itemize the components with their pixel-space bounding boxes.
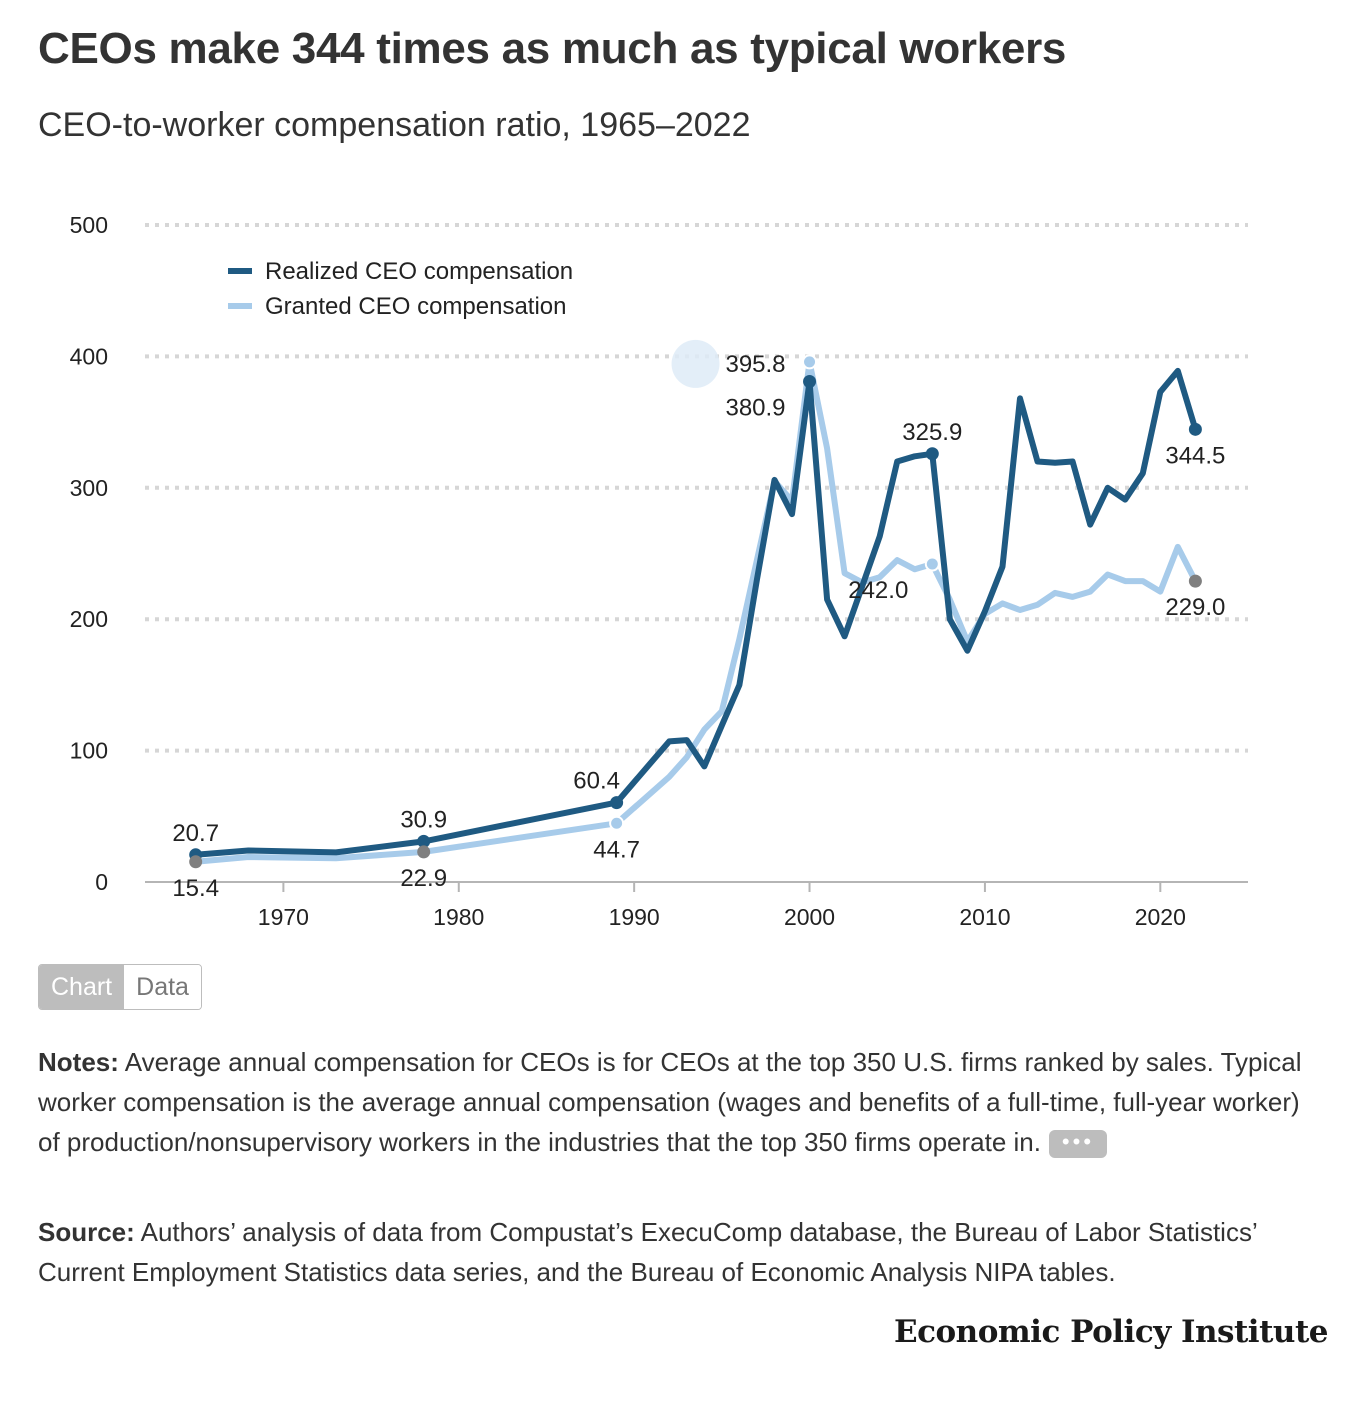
x-tick-label: 1980: [433, 904, 484, 930]
hover-highlight: [671, 339, 720, 388]
data-label: 22.9: [400, 865, 447, 892]
realized-series-line: [192, 367, 1199, 858]
data-label: 395.8: [725, 351, 785, 378]
x-tick-label: 2020: [1135, 904, 1186, 930]
y-axis: 0 100 200 300 400 500: [70, 212, 108, 895]
data-label: 242.0: [848, 577, 908, 604]
point-marker: [802, 354, 818, 370]
point-marker: [1188, 422, 1202, 436]
point-marker: [924, 556, 940, 572]
point-marker: [189, 855, 203, 869]
x-tick-label: 2000: [784, 904, 835, 930]
point-marker: [610, 796, 624, 810]
chart-title: CEOs make 344 times as much as typical w…: [38, 24, 1067, 73]
series-lines: [192, 358, 1199, 865]
publisher-logo: Economic Policy Institute: [893, 1314, 1329, 1350]
x-tick-label: 2010: [959, 904, 1010, 930]
source: Source: Authors’ analysis of data from C…: [38, 1212, 1308, 1292]
point-marker: [609, 815, 625, 831]
notes-label: Notes:: [38, 1047, 119, 1077]
data-tab[interactable]: Data: [124, 965, 201, 1009]
data-label: 20.7: [172, 820, 219, 847]
x-tick-label: 1970: [258, 904, 309, 930]
point-marker: [803, 374, 817, 388]
granted-series-line: [192, 358, 1199, 865]
y-tick-label: 500: [70, 212, 108, 238]
point-marker: [1188, 574, 1202, 588]
data-label: 30.9: [400, 806, 447, 833]
legend: Realized CEO compensation Granted CEO com…: [228, 258, 573, 320]
point-markers: [189, 339, 1202, 869]
data-label: 60.4: [573, 768, 620, 795]
data-labels: 20.7 15.4 30.9 22.9 60.4 44.7 395.8 380.9 325.9 2…: [172, 351, 1225, 902]
data-label: 380.9: [725, 394, 785, 421]
y-tick-label: 0: [95, 869, 108, 895]
y-tick-label: 100: [70, 738, 108, 764]
y-tick-label: 300: [70, 475, 108, 501]
view-toggle: Chart Data: [38, 964, 202, 1010]
notes: Notes: Average annual compensation for C…: [38, 1042, 1308, 1162]
point-marker: [417, 834, 431, 848]
legend-label: Granted CEO compensation: [265, 293, 567, 320]
data-label: 229.0: [1165, 594, 1225, 621]
notes-text: Average annual compensation for CEOs is …: [38, 1047, 1302, 1157]
source-label: Source:: [38, 1217, 135, 1247]
y-tick-label: 400: [70, 343, 108, 369]
x-axis: 1970 1980 1990 2000 2010 2020: [145, 881, 1248, 930]
data-label: 15.4: [172, 875, 219, 902]
source-text: Authors’ analysis of data from Compustat…: [38, 1217, 1257, 1287]
x-tick-label: 1990: [609, 904, 660, 930]
legend-label: Realized CEO compensation: [265, 258, 573, 285]
data-label: 325.9: [902, 419, 962, 446]
chart-subtitle: CEO-to-worker compensation ratio, 1965–2…: [38, 106, 751, 144]
chart-tab[interactable]: Chart: [39, 965, 125, 1009]
data-label: 44.7: [593, 836, 640, 863]
data-label: 344.5: [1165, 442, 1225, 469]
line-chart: 1970 1980 1990 2000 2010 2020 0 100 200 300 400 50…: [70, 212, 1248, 930]
y-tick-label: 200: [70, 606, 108, 632]
more-notes-button[interactable]: •••: [1048, 1130, 1107, 1159]
point-marker: [925, 447, 939, 461]
point-marker: [417, 845, 431, 859]
